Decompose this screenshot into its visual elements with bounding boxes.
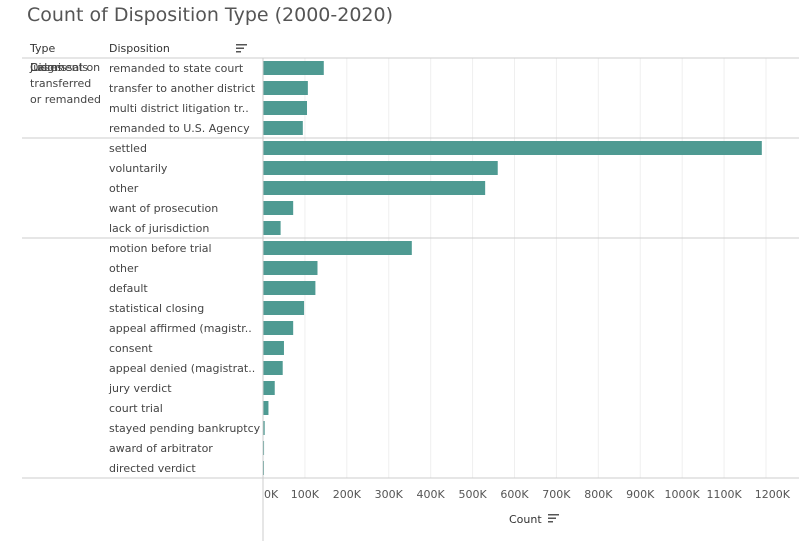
disposition-label: motion before trial [109, 242, 212, 255]
bar [263, 421, 265, 435]
type-label: Dismissals [30, 61, 88, 74]
bar [263, 161, 498, 175]
disposition-label: remanded to state court [109, 62, 244, 75]
disposition-label: remanded to U.S. Agency [109, 122, 250, 135]
disposition-label: want of prosecution [109, 202, 218, 215]
x-tick-label: 100K [291, 488, 320, 501]
x-tick-label: 1100K [706, 488, 742, 501]
disposition-label: award of arbitrator [109, 442, 213, 455]
disposition-label: default [109, 282, 148, 295]
disposition-label: directed verdict [109, 462, 196, 475]
disposition-label: jury verdict [108, 382, 172, 395]
bar [263, 221, 281, 235]
x-axis-label[interactable]: Count [509, 513, 560, 526]
x-tick-label: 500K [458, 488, 487, 501]
bar [263, 241, 412, 255]
disposition-label: other [109, 262, 139, 275]
bar [263, 101, 308, 115]
sort-descending-icon[interactable] [236, 42, 248, 54]
x-axis-label-text: Count [509, 513, 542, 526]
x-tick-label: 800K [584, 488, 613, 501]
x-tick-label: 900K [626, 488, 655, 501]
disposition-label: other [109, 182, 139, 195]
disposition-label: stayed pending bankruptcy [109, 422, 261, 435]
bar [263, 301, 305, 315]
x-tick-label: 1000K [665, 488, 701, 501]
bar [263, 401, 269, 415]
bar [263, 181, 486, 195]
bar [263, 61, 324, 75]
bar [263, 121, 303, 135]
disposition-label: court trial [109, 402, 163, 415]
disposition-label: voluntarily [109, 162, 168, 175]
disposition-label: appeal affirmed (magistr.. [109, 322, 252, 335]
disposition-label: appeal denied (magistrat.. [109, 362, 255, 375]
type-label: or remanded [30, 93, 101, 106]
bar [263, 141, 762, 155]
x-tick-label: 600K [500, 488, 529, 501]
disposition-label: consent [109, 342, 153, 355]
type-label: Judgment on [29, 61, 100, 74]
disposition-label: multi district litigation tr.. [109, 102, 249, 115]
bar [263, 201, 294, 215]
disposition-label: transfer to another district [109, 82, 256, 95]
disposition-label: settled [109, 142, 147, 155]
bar [263, 81, 308, 95]
disposition-label: statistical closing [109, 302, 204, 315]
bar [263, 281, 316, 295]
x-tick-label: 700K [542, 488, 571, 501]
bar [263, 381, 275, 395]
type-label: transferred [30, 77, 91, 90]
chart-title: Count of Disposition Type (2000-2020) [27, 4, 393, 26]
disposition-label: lack of jurisdiction [109, 222, 209, 235]
bar [263, 441, 265, 455]
bar [263, 341, 284, 355]
sort-icon[interactable] [548, 513, 560, 524]
x-tick-label: 300K [375, 488, 404, 501]
type-column-header[interactable]: Type [30, 42, 56, 55]
bar [263, 261, 318, 275]
x-tick-label: 1200K [755, 488, 791, 501]
bar [263, 361, 283, 375]
x-tick-label: 400K [417, 488, 446, 501]
type-label: Cases [30, 61, 63, 74]
x-tick-label: 0K [264, 488, 279, 501]
bar [263, 321, 294, 335]
disposition-column-header[interactable]: Disposition [109, 42, 170, 55]
x-tick-label: 200K [333, 488, 362, 501]
